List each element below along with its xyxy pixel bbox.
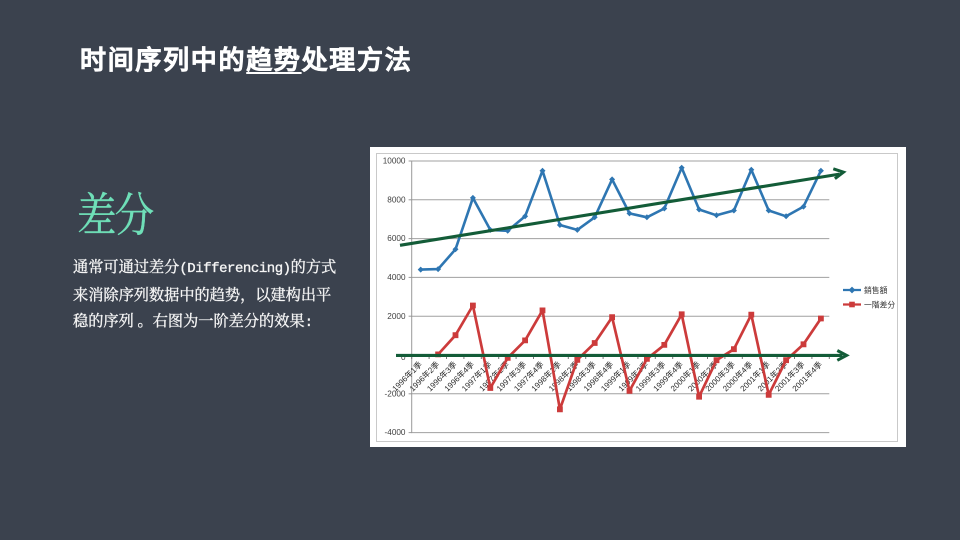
svg-text:10000: 10000 bbox=[383, 157, 406, 166]
svg-text:8000: 8000 bbox=[387, 195, 406, 204]
svg-text:-4000: -4000 bbox=[385, 428, 406, 437]
svg-text:6000: 6000 bbox=[387, 234, 406, 243]
svg-text:2000: 2000 bbox=[387, 312, 406, 321]
svg-text:銷售額: 銷售額 bbox=[864, 285, 888, 295]
svg-text:0: 0 bbox=[401, 353, 406, 362]
svg-text:4000: 4000 bbox=[387, 273, 406, 282]
svg-text:-2000: -2000 bbox=[385, 389, 406, 398]
svg-text:一階差分: 一階差分 bbox=[864, 299, 895, 309]
